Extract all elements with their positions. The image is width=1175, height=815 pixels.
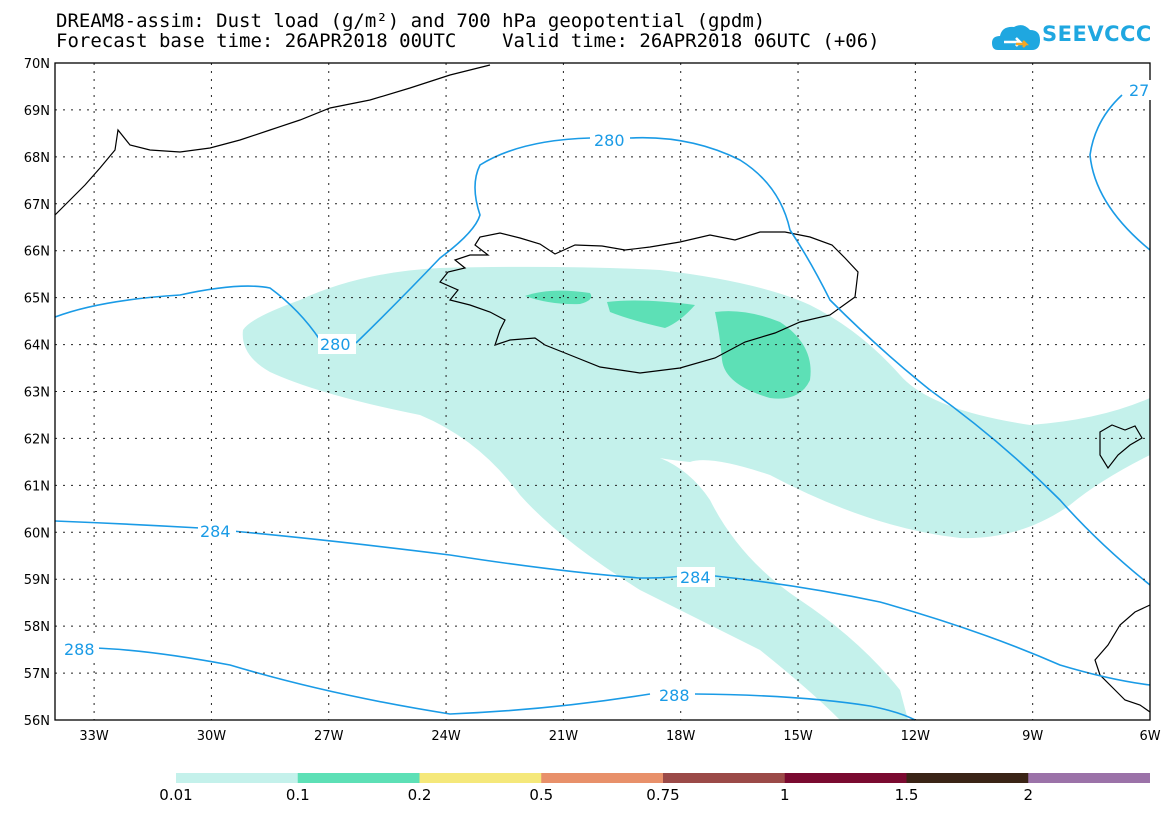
faroe-islands: [1099, 424, 1143, 470]
legend-label: 2: [1023, 786, 1034, 804]
legend-label: 0.01: [159, 786, 193, 804]
lat-tick-label: 67N: [24, 198, 50, 213]
legend-label: 0.1: [285, 786, 310, 804]
lat-tick-label: 66N: [24, 245, 50, 260]
scotland-coastline: [1094, 604, 1151, 713]
lat-tick-label: 56N: [24, 714, 50, 729]
legend-swatch: [784, 773, 907, 783]
legend-label: 1.5: [894, 786, 919, 804]
contour-label-288b: 288: [659, 686, 690, 705]
legend-swatch: [1028, 773, 1150, 783]
legend-label: 0.2: [407, 786, 432, 804]
lon-tick-label: 21W: [549, 729, 579, 744]
dust-area-mid-3: [715, 311, 811, 399]
lat-tick-label: 58N: [24, 620, 50, 635]
legend-swatch: [541, 773, 664, 783]
dust-area-low: [242, 266, 1150, 720]
lon-tick-label: 24W: [431, 729, 461, 744]
lon-tick-label: 18W: [666, 729, 696, 744]
contour-284: [54, 520, 1151, 686]
lat-tick-label: 60N: [24, 526, 50, 541]
contour-label-284a: 284: [200, 522, 231, 541]
greenland-coastline: [54, 64, 491, 216]
contour-labels: 280 280 284 284 288 288 27: [61, 80, 1151, 705]
legend-swatch: [906, 773, 1029, 783]
lat-tick-label: 68N: [24, 151, 50, 166]
lon-tick-label: 12W: [901, 729, 931, 744]
legend-label: 0.75: [646, 786, 680, 804]
lat-tick-label: 69N: [24, 104, 50, 119]
lat-tick-label: 63N: [24, 386, 50, 401]
contour-label-284b: 284: [680, 568, 711, 587]
lat-tick-label: 65N: [24, 292, 50, 307]
cloud-icon: [992, 25, 1040, 50]
contour-288: [94, 647, 916, 721]
iceland-coastline: [439, 231, 859, 374]
dust-area-mid-1: [525, 290, 592, 305]
lon-tick-label: 6W: [1139, 729, 1160, 744]
lon-tick-label: 33W: [79, 729, 109, 744]
contour-label-27: 27: [1129, 81, 1149, 100]
lat-axis-labels: 70N 69N 68N 67N 66N 65N 64N 63N 62N 61N 60N 59N 58N 5…: [24, 57, 50, 729]
lat-tick-label: 64N: [24, 339, 50, 354]
contour-label-280a: 280: [594, 131, 625, 150]
forecast-time-line: Forecast base time: 26APR2018 00UTC Vali…: [56, 30, 880, 52]
lon-tick-label: 15W: [783, 729, 813, 744]
map-frame: [54, 62, 1151, 721]
contour-27x: [1089, 94, 1151, 251]
dust-area-mid-2: [607, 300, 695, 328]
lat-tick-label: 61N: [24, 479, 50, 494]
lat-tick-label: 70N: [24, 57, 50, 72]
legend-swatch: [419, 773, 542, 783]
lat-tick-label: 62N: [24, 432, 50, 447]
geopotential-contours: [54, 94, 1151, 721]
lat-tick-label: 57N: [24, 667, 50, 682]
legend-label: 0.5: [529, 786, 554, 804]
legend-label: 1: [779, 786, 790, 804]
gridlines: [55, 63, 1150, 720]
lon-axis-labels: 33W 30W 27W 24W 21W 18W 15W 12W 9W 6W: [79, 729, 1160, 744]
lat-tick-label: 59N: [24, 573, 50, 588]
logo-text: SEEVCCC: [1042, 22, 1152, 46]
lon-tick-label: 27W: [314, 729, 344, 744]
contour-label-288a: 288: [64, 640, 95, 659]
lon-tick-label: 30W: [197, 729, 227, 744]
contour-280: [54, 136, 1151, 586]
lon-tick-label: 9W: [1022, 729, 1043, 744]
legend-swatch: [297, 773, 420, 783]
contour-label-280b: 280: [320, 335, 351, 354]
legend-swatch: [176, 773, 299, 783]
map-title: DREAM8-assim: Dust load (g/m²) and 700 h…: [56, 10, 766, 32]
legend-swatch: [663, 773, 786, 783]
color-legend: [176, 773, 1150, 783]
